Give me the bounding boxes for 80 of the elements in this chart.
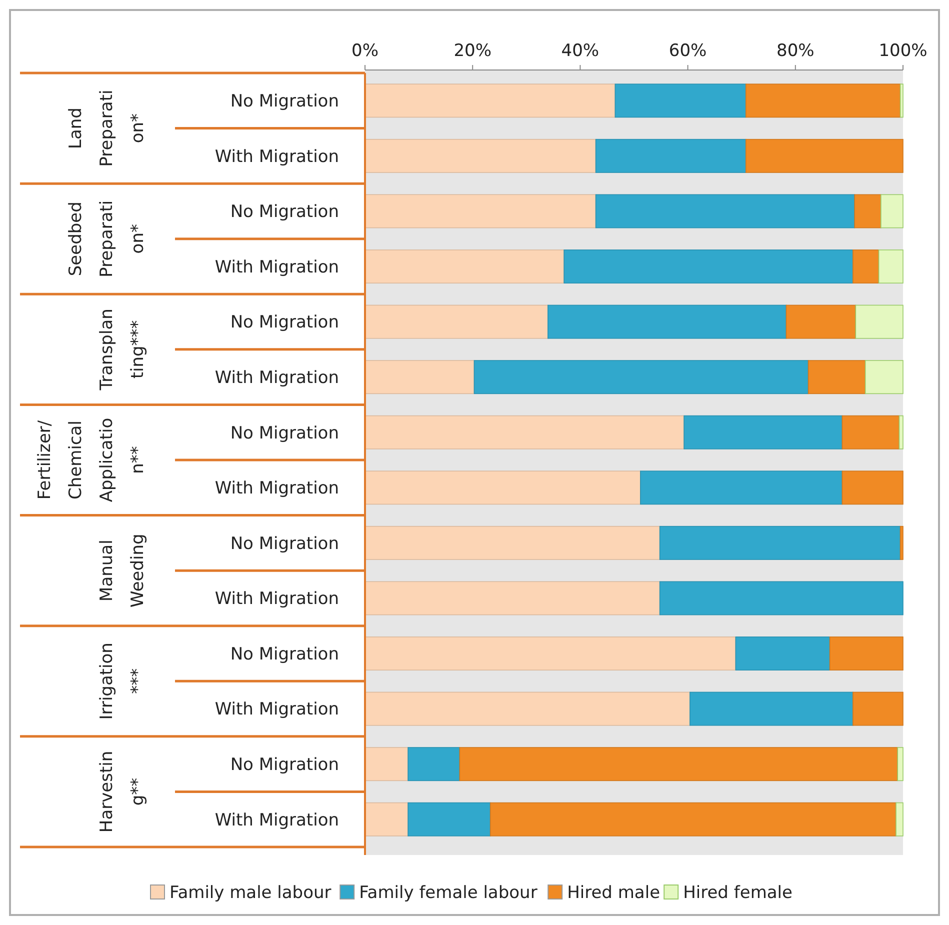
y-tick-label: No Migration — [230, 423, 339, 444]
y-tick-label: No Migration — [230, 755, 339, 776]
bar — [548, 304, 787, 339]
bar — [364, 526, 660, 560]
bar — [490, 802, 896, 836]
legend-label: Family male labour — [170, 882, 332, 903]
bar — [855, 304, 904, 339]
y-tick-label: With Migration — [214, 257, 339, 278]
x-tick-label: 60% — [668, 41, 707, 61]
bar — [640, 470, 843, 505]
bar — [364, 138, 596, 173]
x-tick-label: 100% — [878, 41, 928, 61]
y-tick-label: With Migration — [214, 700, 339, 720]
bar — [595, 194, 855, 228]
bar — [408, 747, 460, 782]
bar — [897, 747, 904, 782]
bar — [459, 747, 898, 782]
text: Seedbed Preparati on* — [66, 200, 148, 278]
text: Irrigation *** — [96, 642, 148, 720]
bar — [364, 581, 660, 616]
bar — [364, 84, 616, 118]
bar — [364, 194, 596, 228]
bar — [364, 304, 548, 339]
text: Harvestin g** — [96, 750, 148, 833]
bar — [735, 636, 830, 670]
bar — [614, 84, 746, 118]
legend-label: Hired female — [683, 882, 792, 903]
bar — [900, 84, 904, 118]
bar — [364, 415, 684, 450]
y-tick-label: No Migration — [230, 312, 339, 333]
legend-label: Family female labour — [359, 882, 538, 903]
text: Transplan ting*** — [96, 308, 148, 392]
bar — [364, 692, 690, 726]
y-tick-label: No Migration — [230, 202, 339, 222]
x-tick-label: 20% — [454, 41, 492, 61]
bar — [864, 360, 904, 394]
bar — [829, 636, 904, 670]
y-tick-label: With Migration — [214, 810, 339, 830]
bar — [808, 360, 866, 394]
bar — [364, 360, 475, 394]
bar — [659, 526, 901, 560]
bar — [880, 194, 904, 228]
y-tick-label: No Migration — [230, 92, 339, 112]
y-tick-label: With Migration — [214, 478, 339, 499]
y-tick-label: With Migration — [214, 589, 339, 610]
bar — [852, 692, 904, 726]
text: Manual Weeding — [96, 534, 148, 608]
bar — [852, 250, 880, 284]
bar — [842, 415, 900, 450]
text: Fertilizer/ Chemical Applicatio n** — [34, 418, 148, 502]
legend-label: Hired male — [567, 882, 660, 903]
bar — [684, 415, 843, 450]
bar — [364, 802, 408, 836]
bar — [408, 802, 491, 836]
bar — [364, 470, 641, 505]
bar — [900, 526, 904, 560]
bar — [659, 581, 904, 616]
y-tick-label: No Migration — [230, 534, 339, 554]
bar — [786, 304, 856, 339]
bar — [896, 802, 904, 836]
text: Land Preparati on* — [66, 90, 148, 167]
y-tick-label: No Migration — [230, 644, 339, 664]
bar — [746, 84, 901, 118]
x-tick-label: 80% — [776, 41, 814, 61]
bar — [595, 138, 746, 173]
bar — [364, 636, 736, 670]
bar — [746, 138, 904, 173]
bar — [854, 194, 882, 228]
y-tick-label: With Migration — [214, 146, 339, 167]
y-tick-label: With Migration — [214, 368, 339, 388]
x-tick-label: 0% — [352, 41, 378, 61]
bar — [364, 747, 408, 782]
bar — [842, 470, 904, 505]
bar — [364, 250, 564, 284]
bar — [474, 360, 809, 394]
x-tick-label: 40% — [561, 41, 600, 61]
bar — [690, 692, 854, 726]
bar — [898, 415, 904, 450]
bar — [564, 250, 854, 284]
bar — [878, 250, 904, 284]
